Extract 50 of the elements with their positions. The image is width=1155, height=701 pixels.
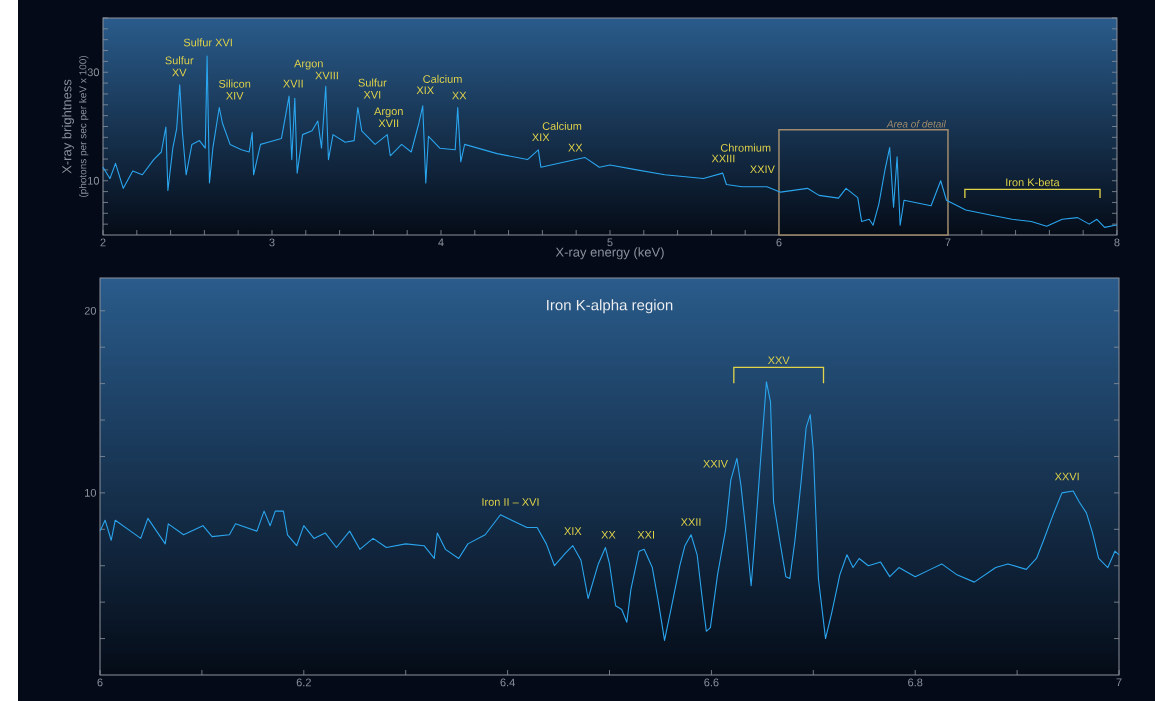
x-tick-label: 7 [1116, 678, 1122, 687]
y-tick-label: 10 [88, 176, 100, 185]
x-tick-label: 6.4 [500, 678, 515, 687]
annotation: XVIII [315, 71, 338, 80]
y-tick-label: 10 [85, 489, 97, 497]
annotation: XIX [416, 86, 434, 94]
x-tick-label: 8 [1114, 238, 1120, 247]
x-tick-label: 6 [776, 238, 782, 247]
annotation: XIX [532, 133, 550, 142]
y-tick-label: 20 [84, 306, 97, 315]
annotation: Argon [294, 59, 323, 70]
x-tick-label: 6.6 [704, 678, 719, 687]
annotation: XXV [767, 356, 790, 365]
annotation: XXII [680, 518, 701, 526]
text: (photons per sec per keV x 100) [79, 55, 89, 198]
x-axis-title: X-ray energy (keV) [555, 247, 664, 260]
x-tick-label: 6.2 [296, 678, 311, 687]
text: Iron K-alpha region [547, 299, 673, 314]
annotation: XX [601, 531, 616, 539]
annotation: XIX [564, 527, 582, 535]
x-tick-label: 7 [945, 238, 951, 247]
annotation: Chromium [720, 143, 771, 152]
annotation: Sulfur XV [165, 56, 194, 77]
annotation: XVII [283, 79, 303, 88]
annotation: Calcium [542, 121, 582, 130]
annotation: Iron II – XVI [482, 498, 539, 506]
annotation: Sulfur XVI [358, 78, 387, 99]
x-tick-label: 5 [607, 238, 613, 247]
annotation: XXIV [703, 460, 728, 468]
annotation: XX [452, 91, 467, 100]
annotation: Calcium [423, 74, 462, 83]
annotation: Silicon XIV [218, 79, 251, 100]
x-tick-label: 4 [438, 238, 444, 247]
annotation: Sulfur XVI [183, 38, 232, 47]
annotation: XXI [637, 530, 654, 539]
annotation: Iron K-beta [1006, 178, 1060, 187]
band-label: Area of detail [886, 120, 946, 128]
y-axis-title: X-ray brightness [61, 79, 74, 174]
y-tick-label: 30 [87, 68, 100, 77]
line-series [102, 55, 1118, 228]
annotation: XXVI [1054, 472, 1079, 481]
x-tick-label: 3 [269, 238, 275, 247]
x-tick-label: 2 [100, 238, 106, 247]
annotation: XXIV [750, 165, 775, 174]
line-series [99, 381, 1120, 641]
annotation: XXIII [711, 154, 735, 163]
x-tick-label: 6 [97, 678, 103, 687]
annotation: XX [568, 143, 583, 152]
x-tick-label: 6.8 [908, 678, 923, 687]
annotation: Argon XVII [374, 107, 403, 128]
